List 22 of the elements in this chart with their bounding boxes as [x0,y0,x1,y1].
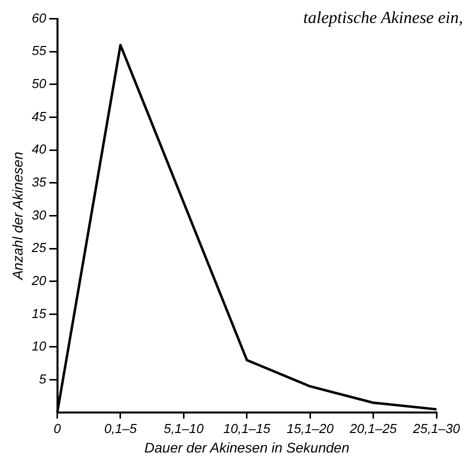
x-tick-label: 5,1–10 [164,421,204,436]
x-axis-title: Dauer der Akinesen in Sekunden [144,439,350,456]
y-axis-title: Anzahl der Akinesen [9,152,26,281]
x-tick-label: 0 [54,421,62,436]
x-tick-label: 20,1–25 [348,421,398,436]
x-tick-label: 25,1–30 [412,421,461,436]
x-tick-label: 15,1–20 [286,421,334,436]
y-tick-label: 10 [32,338,48,354]
y-tick-label: 15 [32,306,48,321]
y-tick-label: 35 [32,174,48,190]
y-tick-label: 5 [39,371,48,386]
y-tick-label: 55 [32,43,48,58]
y-tick-label: 40 [32,142,48,157]
y-tick-label: 25 [30,240,48,256]
x-tick-label: 0,1–5 [104,421,138,436]
x-tick-label: 10,1–15 [223,421,272,436]
y-tick-label: 45 [32,108,48,124]
y-tick-label: 20 [30,272,48,288]
y-tick-label: 60 [32,10,48,26]
y-tick-label: 50 [32,76,48,92]
y-tick-label: 30 [32,207,48,222]
annotation: taleptische Akinese ein, [303,8,463,28]
